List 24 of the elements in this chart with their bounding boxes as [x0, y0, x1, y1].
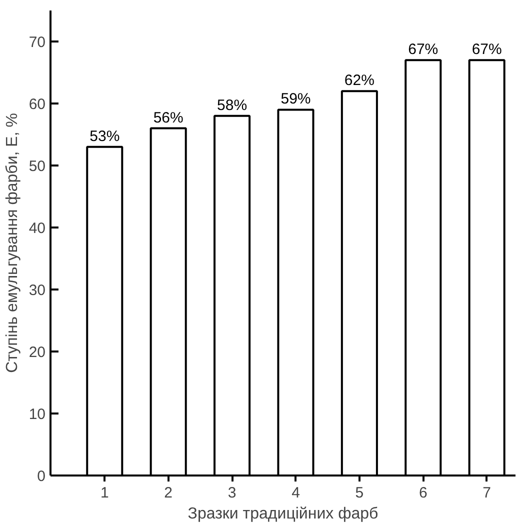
x-axis-title: Зразки традиційних фарб	[188, 506, 378, 522]
y-tick-label: 60	[28, 96, 46, 113]
y-axis-title: Ступінь емульгування фарби, Е, %	[4, 113, 21, 373]
y-tick-label: 50	[28, 158, 46, 175]
y-tick-label: 0	[37, 468, 46, 485]
x-tick-label: 4	[292, 484, 300, 502]
y-tick-label: 30	[28, 282, 46, 299]
x-tick-label: 3	[228, 484, 236, 502]
data-label: 67%	[408, 41, 438, 58]
data-label: 58%	[217, 96, 248, 114]
data-label: 56%	[153, 109, 184, 126]
x-tick-label: 7	[482, 484, 492, 502]
y-tick-label: 10	[28, 406, 46, 423]
data-label: 67%	[472, 41, 502, 58]
data-label: 62%	[344, 72, 374, 90]
y-tick-label: 20	[28, 344, 46, 361]
data-label: 59%	[280, 90, 311, 108]
x-tick-label: 1	[100, 484, 109, 502]
x-tick-label: 2	[164, 484, 173, 502]
y-tick-label: 40	[28, 220, 46, 237]
x-tick-label: 5	[355, 484, 364, 502]
x-tick-label: 6	[418, 484, 428, 502]
y-tick-label: 70	[28, 34, 46, 51]
data-label: 53%	[90, 128, 120, 145]
